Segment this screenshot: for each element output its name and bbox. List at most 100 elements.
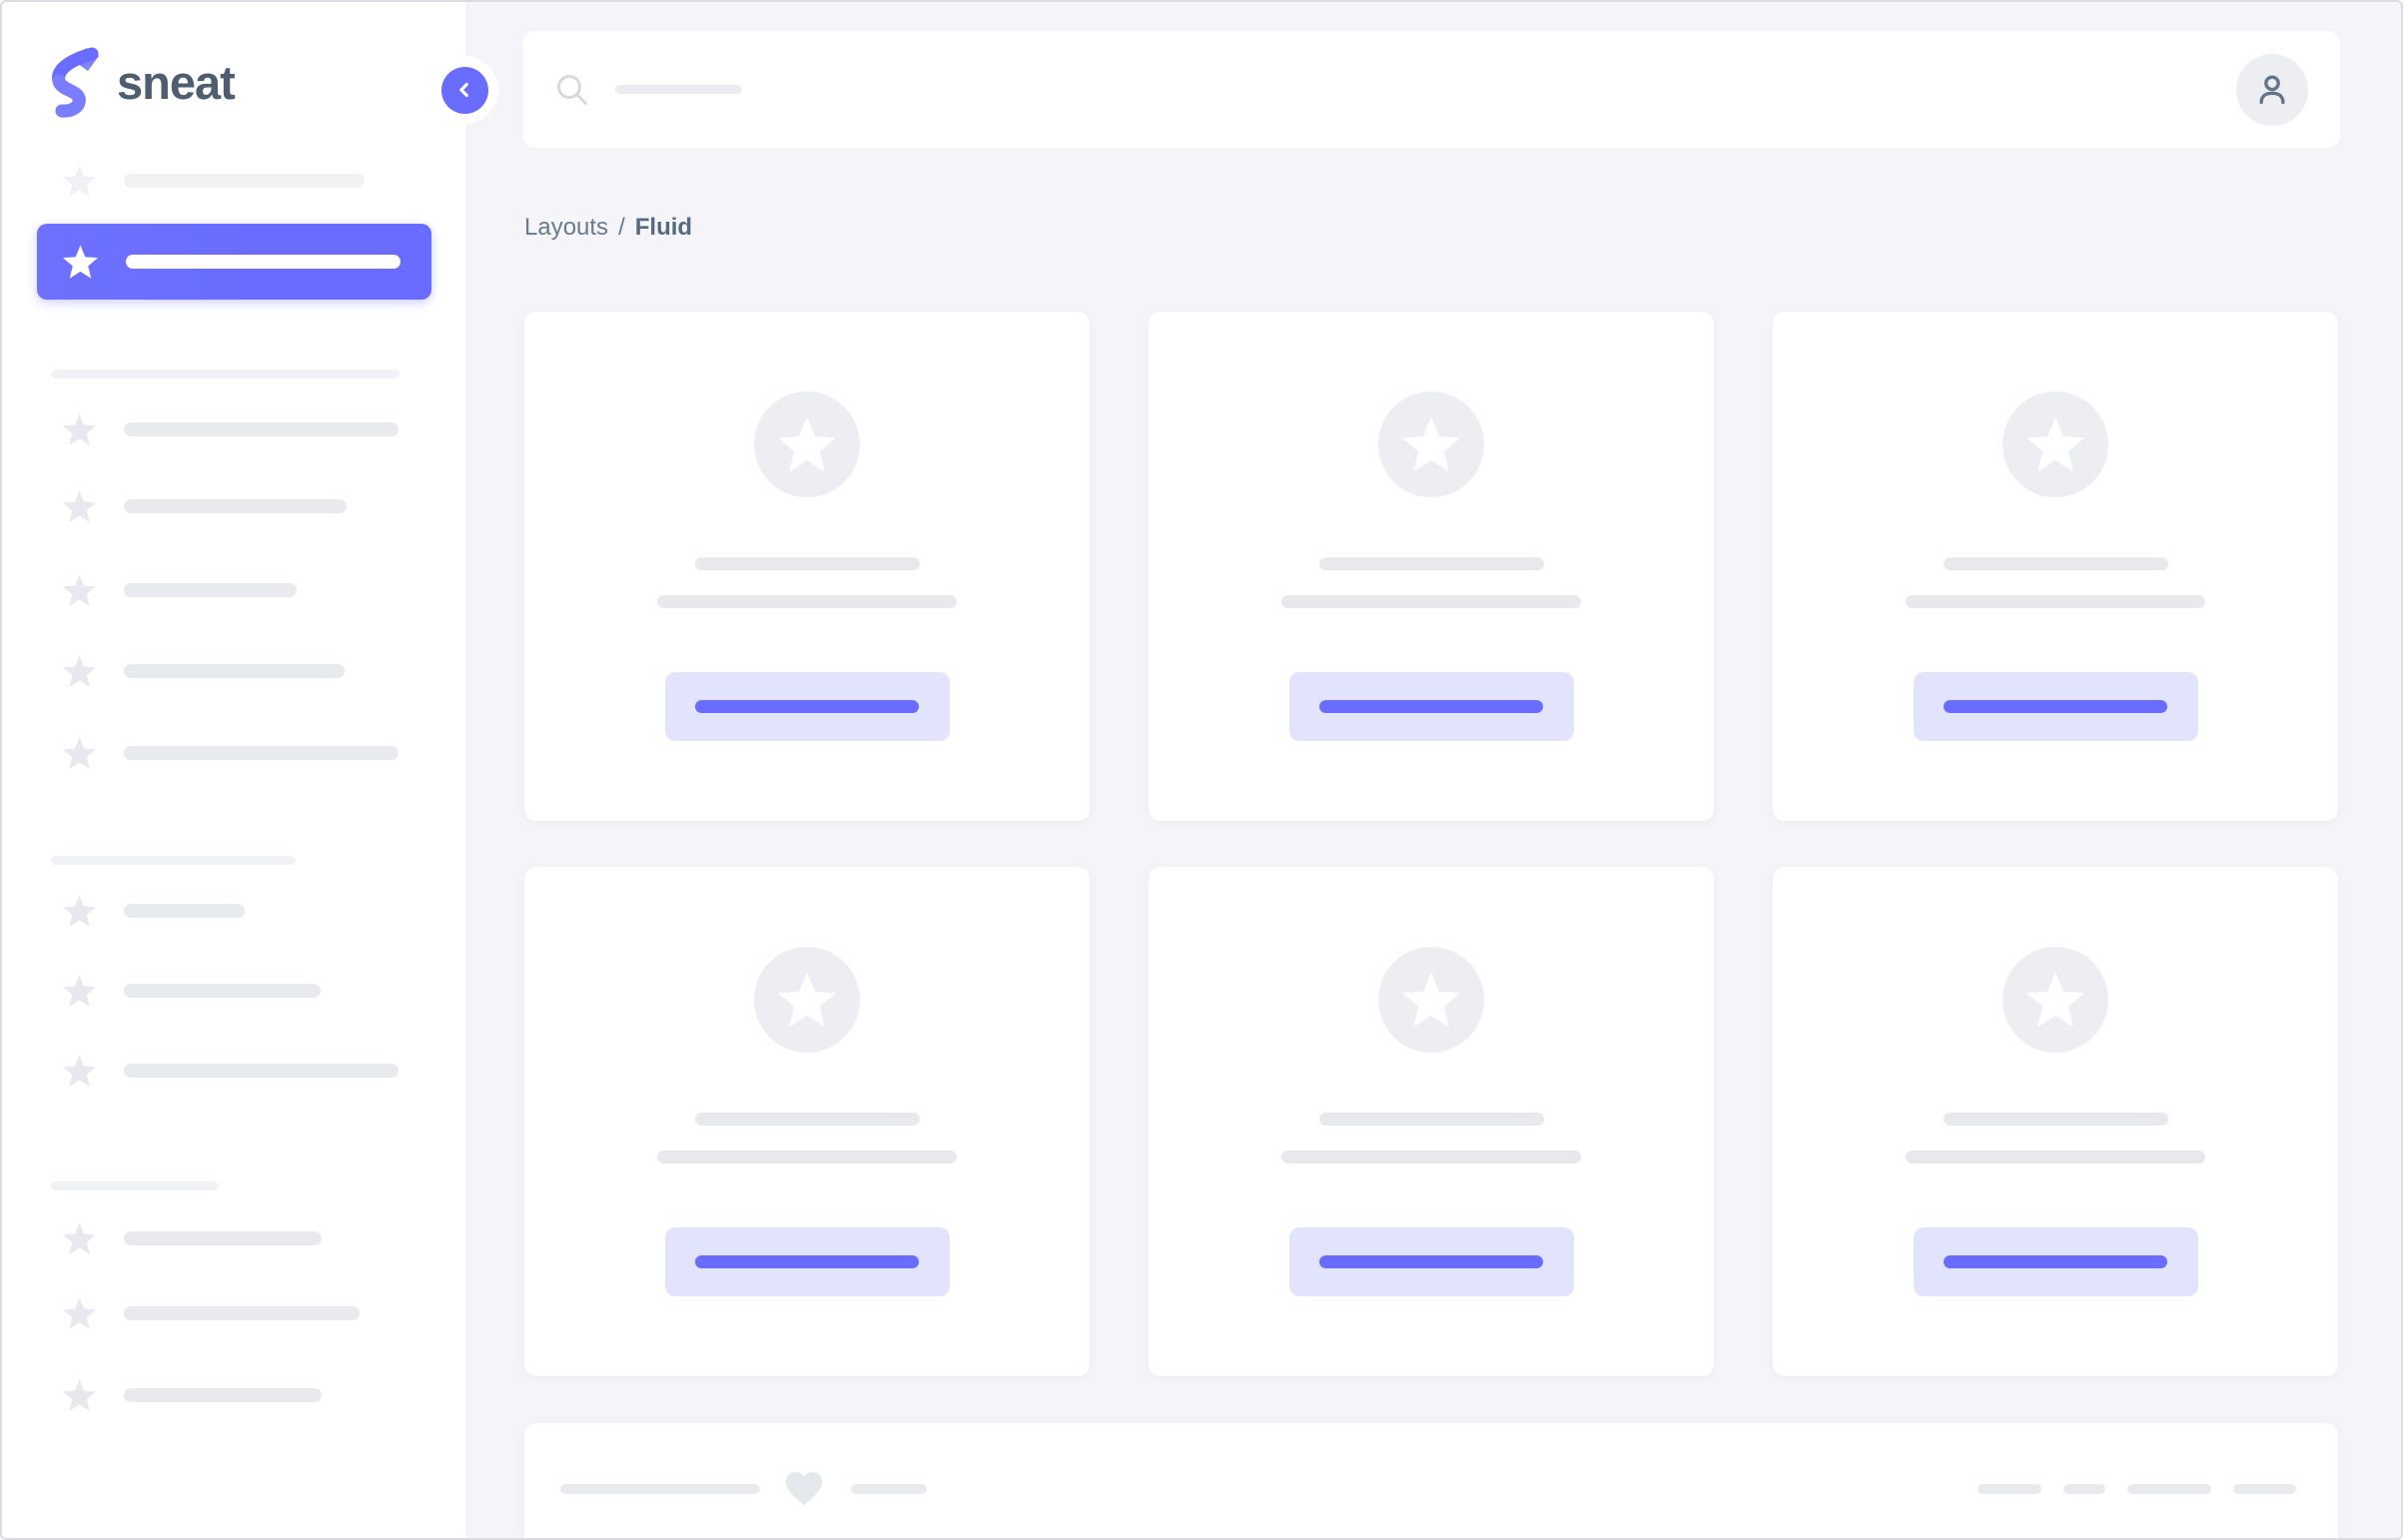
sidebar-item[interactable] <box>2 405 466 453</box>
skeleton-bar <box>124 1388 322 1402</box>
sidebar-item[interactable] <box>2 967 466 1015</box>
sidebar-item[interactable] <box>2 729 466 777</box>
star-icon <box>62 1221 97 1254</box>
button-label-skeleton <box>1319 700 1543 713</box>
breadcrumb-current-page: Fluid <box>634 214 693 241</box>
card-action-button[interactable] <box>1288 1227 1574 1296</box>
button-label-skeleton <box>695 700 919 713</box>
card-action-button[interactable] <box>1913 672 2198 741</box>
skeleton-bar <box>124 904 245 918</box>
star-icon <box>62 573 97 606</box>
card-action-button[interactable] <box>664 672 950 741</box>
menu-section-divider <box>51 370 400 379</box>
brand-name: sneat <box>117 56 236 109</box>
skeleton-line <box>1906 595 2205 608</box>
skeleton-bar <box>851 1483 927 1494</box>
cards-grid <box>524 312 2338 1376</box>
skeleton-line <box>1281 595 1581 608</box>
skeleton-bar <box>124 664 345 678</box>
card-avatar <box>1378 947 1484 1053</box>
skeleton-bar <box>124 499 347 513</box>
card-action-button[interactable] <box>1913 1227 2198 1296</box>
star-icon <box>2026 971 2084 1027</box>
menu-section-divider <box>51 1181 219 1190</box>
star-icon <box>62 1296 97 1329</box>
card-avatar <box>1378 391 1484 497</box>
star-icon <box>62 1054 97 1087</box>
card-avatar <box>754 391 860 497</box>
feature-card <box>524 867 1090 1376</box>
button-label-skeleton <box>1944 1255 2167 1268</box>
skeleton-line <box>1943 1113 2168 1126</box>
feature-card <box>1773 867 2338 1376</box>
search-bar[interactable] <box>523 31 2340 148</box>
sidebar-item[interactable] <box>2 1371 466 1419</box>
sidebar-item[interactable] <box>2 647 466 695</box>
chevron-left-icon <box>440 66 488 114</box>
person-icon <box>2259 75 2285 104</box>
card-avatar <box>2002 391 2108 497</box>
sidebar-item-active[interactable] <box>37 224 431 300</box>
skeleton-line <box>1318 1113 1544 1126</box>
card-action-button[interactable] <box>1288 672 1574 741</box>
feature-card <box>524 312 1090 821</box>
sidebar-collapse-button[interactable] <box>430 56 498 124</box>
star-icon <box>62 412 97 445</box>
skeleton-bar <box>2233 1483 2296 1494</box>
user-avatar[interactable] <box>2236 53 2308 126</box>
skeleton-line <box>694 557 920 570</box>
sidebar-item[interactable] <box>2 1214 466 1262</box>
star-icon <box>778 415 836 471</box>
star-icon <box>62 1378 97 1411</box>
skeleton-bar <box>126 255 400 269</box>
sidebar-menu <box>2 2 466 1538</box>
footer-card <box>524 1423 2338 1538</box>
skeleton-line <box>657 1151 957 1163</box>
skeleton-bar <box>124 1306 360 1320</box>
sidebar-item[interactable] <box>2 157 466 205</box>
sidebar: sneat <box>2 2 467 1538</box>
brand[interactable]: sneat <box>48 46 236 120</box>
star-icon <box>62 974 97 1007</box>
skeleton-bar <box>2127 1483 2211 1494</box>
breadcrumb-layouts-link[interactable]: Layouts <box>524 214 609 241</box>
card-avatar <box>2002 947 2108 1053</box>
skeleton-bar <box>1978 1483 2041 1494</box>
skeleton-bar <box>124 583 297 597</box>
sidebar-item[interactable] <box>2 1047 466 1095</box>
breadcrumb: Layouts / Fluid <box>524 214 692 242</box>
star-icon <box>1402 971 1460 1027</box>
heart-icon <box>785 1471 823 1506</box>
star-icon <box>778 971 836 1027</box>
button-label-skeleton <box>1944 700 2167 713</box>
skeleton-bar <box>2063 1483 2105 1494</box>
sidebar-item[interactable] <box>2 887 466 935</box>
sidebar-item[interactable] <box>2 1289 466 1337</box>
star-icon <box>1402 415 1460 471</box>
button-label-skeleton <box>695 1255 919 1268</box>
sidebar-item[interactable] <box>2 482 466 530</box>
skeleton-line <box>1943 557 2168 570</box>
breadcrumb-separator: / <box>618 214 625 241</box>
skeleton-line <box>1906 1151 2205 1163</box>
skeleton-bar <box>124 422 399 436</box>
skeleton-line <box>1318 557 1544 570</box>
menu-section-divider <box>51 856 296 865</box>
sidebar-item[interactable] <box>2 566 466 614</box>
skeleton-line <box>694 1113 920 1126</box>
star-icon <box>62 244 99 279</box>
skeleton-bar <box>560 1483 760 1494</box>
skeleton-line <box>1281 1151 1581 1163</box>
skeleton-line <box>657 595 957 608</box>
feature-card <box>1773 312 2338 821</box>
feature-card <box>1149 312 1714 821</box>
card-action-button[interactable] <box>664 1227 950 1296</box>
skeleton-bar <box>124 984 321 998</box>
star-icon <box>2026 415 2084 471</box>
skeleton-bar <box>124 1231 322 1245</box>
search-icon <box>557 74 587 105</box>
star-icon <box>62 489 97 522</box>
sneat-logo-icon <box>52 47 99 118</box>
skeleton-bar <box>124 746 399 760</box>
